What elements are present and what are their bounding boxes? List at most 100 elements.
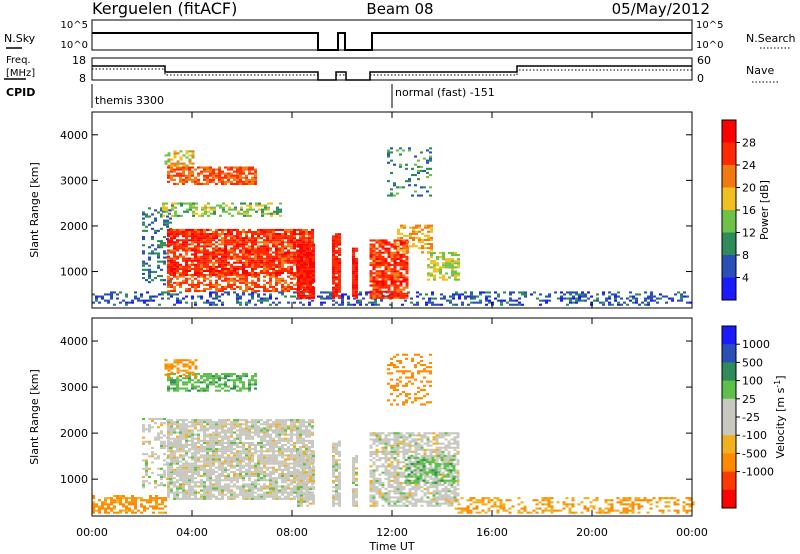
data-cell [375, 292, 379, 295]
data-cell [249, 204, 252, 207]
data-cell [173, 483, 176, 486]
data-cell [266, 274, 269, 277]
data-cell [158, 293, 161, 296]
data-cell [393, 272, 397, 275]
data-cell [98, 505, 101, 508]
data-cell [194, 285, 197, 288]
data-cell [272, 290, 275, 293]
data-cell [185, 477, 188, 480]
data-cell [396, 149, 399, 152]
data-cell [221, 290, 224, 293]
data-cell [151, 252, 154, 255]
data-cell [405, 296, 409, 299]
data-cell [352, 284, 355, 287]
data-cell [293, 458, 296, 461]
data-cell [242, 172, 245, 175]
data-cell [451, 264, 454, 267]
data-cell [332, 264, 335, 267]
data-cell [430, 243, 433, 246]
data-cell [185, 277, 188, 280]
data-cell [266, 247, 269, 250]
data-cell [155, 507, 158, 510]
data-cell [185, 443, 188, 446]
data-cell [227, 456, 230, 459]
data-cell [284, 429, 287, 432]
data-cell [406, 249, 409, 252]
data-cell [402, 294, 406, 297]
data-cell [197, 172, 200, 175]
data-cell [170, 387, 173, 390]
data-cell [423, 169, 426, 172]
data-cell [266, 454, 269, 457]
data-cell [194, 255, 197, 258]
data-cell [303, 276, 306, 279]
data-cell [287, 439, 290, 442]
data-cell [278, 446, 281, 449]
data-cell [176, 255, 179, 258]
data-cell [303, 274, 306, 277]
data-cell [311, 239, 314, 242]
data-cell [163, 422, 166, 425]
data-cell [157, 275, 160, 278]
data-cell [167, 233, 170, 236]
data-cell [284, 247, 287, 250]
data-cell [263, 477, 266, 480]
data-cell [296, 472, 299, 475]
data-cell [430, 228, 433, 231]
data-cell [442, 266, 445, 269]
data-cell [332, 280, 335, 283]
data-cell [299, 441, 302, 444]
data-cell [302, 456, 305, 459]
data-cell [248, 172, 251, 175]
data-cell [170, 233, 173, 236]
data-cell [227, 491, 230, 494]
data-cell [309, 276, 312, 279]
data-cell [170, 166, 173, 169]
data-cell [215, 228, 218, 231]
data-cell [167, 174, 170, 177]
data-cell [515, 299, 518, 302]
data-cell [299, 439, 302, 442]
data-cell [254, 263, 257, 266]
data-cell [182, 243, 185, 246]
data-cell [266, 253, 269, 256]
data-cell [261, 210, 264, 213]
data-cell [375, 253, 379, 256]
data-cell [442, 262, 445, 265]
data-cell [230, 285, 233, 288]
data-cell [191, 166, 194, 169]
data-cell [142, 217, 145, 220]
data-cell [218, 176, 221, 179]
data-cell [224, 468, 227, 471]
data-cell [215, 283, 218, 286]
data-cell [306, 280, 309, 283]
data-cell [372, 243, 376, 246]
data-cell [242, 255, 245, 258]
data-cell [218, 497, 221, 500]
colorbar-segment [722, 120, 736, 143]
data-cell [176, 497, 179, 500]
data-cell [131, 495, 134, 498]
data-cell [194, 377, 197, 380]
data-cell [179, 162, 183, 165]
data-cell [174, 214, 177, 217]
data-cell [296, 437, 299, 440]
data-cell [287, 272, 290, 275]
data-cell [200, 259, 203, 262]
data-cell [269, 295, 272, 298]
data-cell [143, 505, 146, 508]
data-cell [145, 461, 148, 464]
data-cell [263, 479, 266, 482]
data-cell [284, 421, 287, 424]
data-cell [488, 291, 491, 294]
data-cell [263, 487, 266, 490]
data-cell [215, 485, 218, 488]
data-cell [194, 373, 197, 376]
data-cell [230, 272, 233, 275]
data-cell [405, 286, 409, 289]
data-cell [266, 263, 269, 266]
data-cell [154, 480, 157, 483]
data-cell [479, 301, 482, 304]
